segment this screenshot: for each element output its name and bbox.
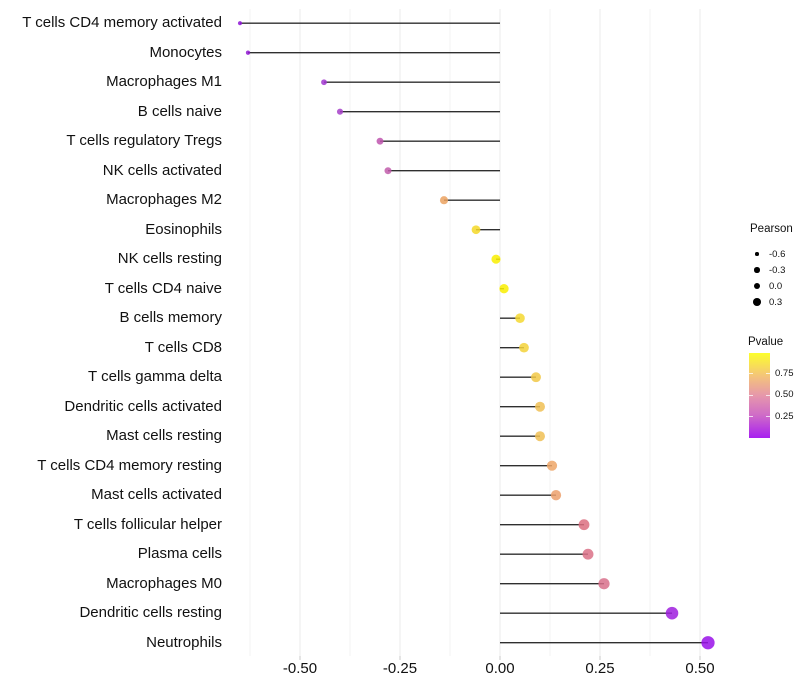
y-axis-label: T cells CD4 naive	[104, 279, 222, 297]
y-axis-label: T cells follicular helper	[73, 515, 222, 533]
lollipop-dot	[582, 548, 594, 560]
colorbar-tick	[749, 373, 753, 374]
y-axis-label: NK cells activated	[102, 161, 222, 179]
colorbar-label: 0.75	[775, 367, 794, 379]
lollipop-dot	[701, 636, 715, 650]
y-axis-label: Monocytes	[149, 43, 222, 61]
lollipop-dot	[535, 401, 545, 412]
pvalue-colorbar	[749, 353, 770, 438]
lollipop-dot	[376, 137, 384, 145]
color-legend-title: Pvalue	[748, 336, 784, 348]
y-axis-label: Macrophages M1	[106, 73, 222, 91]
lollipop-dot	[499, 284, 509, 294]
lollipop-dot	[471, 225, 481, 235]
size-legend-dot	[755, 252, 759, 256]
y-axis-label: Mast cells resting	[106, 427, 222, 445]
y-axis-label: Mast cells activated	[91, 486, 222, 504]
y-axis-label: Plasma cells	[137, 545, 222, 563]
y-axis-label: B cells naive	[137, 102, 222, 120]
y-axis-label: Dendritic cells resting	[79, 604, 222, 622]
size-legend-title: Pearson	[750, 223, 793, 235]
size-legend-label: 0.3	[769, 296, 783, 308]
lollipop-dot	[491, 254, 501, 264]
x-axis-tick-label: -0.25	[382, 660, 418, 677]
lollipop-dot	[519, 342, 529, 353]
lollipop-dot	[578, 519, 590, 531]
colorbar-tick	[766, 394, 770, 396]
y-axis-label: Dendritic cells activated	[64, 397, 222, 415]
lollipop-dot	[598, 578, 610, 590]
lollipop-dot	[535, 431, 545, 442]
x-axis-tick-label: 0.25	[585, 660, 615, 677]
size-legend-dot	[753, 298, 761, 306]
y-axis-label: T cells CD4 memory activated	[22, 14, 222, 32]
colorbar-tick	[766, 373, 770, 374]
size-legend-label: 0.0	[769, 280, 783, 292]
y-axis-label: B cells memory	[119, 309, 222, 327]
colorbar-tick	[749, 394, 753, 396]
size-legend-label: -0.6	[769, 248, 786, 260]
colorbar-label: 0.50	[775, 389, 794, 400]
lollipop-dot	[546, 460, 558, 471]
y-axis-label: T cells gamma delta	[88, 368, 222, 386]
lollipop-dot	[336, 108, 344, 115]
x-axis-tick-label: 0.50	[685, 660, 715, 677]
lollipop-dot	[384, 167, 392, 175]
y-axis-label: NK cells resting	[117, 250, 222, 268]
y-axis-label: Neutrophils	[146, 633, 222, 651]
colorbar-tick	[766, 416, 770, 417]
y-axis-label: T cells CD4 memory resting	[37, 456, 222, 474]
y-axis-label: T cells regulatory Tregs	[66, 132, 222, 150]
lollipop-dot	[550, 490, 562, 501]
lollipop-dot	[237, 21, 243, 26]
x-axis-tick-label: -0.50	[282, 660, 318, 677]
size-legend-label: -0.3	[769, 264, 786, 276]
lollipop-dot	[665, 606, 679, 620]
y-axis-label: Eosinophils	[145, 220, 222, 238]
colorbar-tick	[749, 416, 753, 417]
colorbar-label: 0.25	[775, 410, 794, 422]
lollipop-dot	[531, 372, 541, 383]
lollipop-dot	[515, 313, 525, 323]
lollipop-dot	[245, 50, 251, 55]
y-axis-label: Macrophages M2	[106, 191, 222, 209]
lollipop-dot	[321, 79, 327, 86]
size-legend-dot	[754, 267, 760, 273]
size-legend-dot	[753, 282, 761, 290]
lollipop-dot	[439, 196, 449, 205]
y-axis-label: Macrophages M0	[106, 574, 222, 592]
x-axis-tick-label: 0.00	[485, 660, 515, 677]
y-axis-label: T cells CD8	[144, 338, 222, 356]
